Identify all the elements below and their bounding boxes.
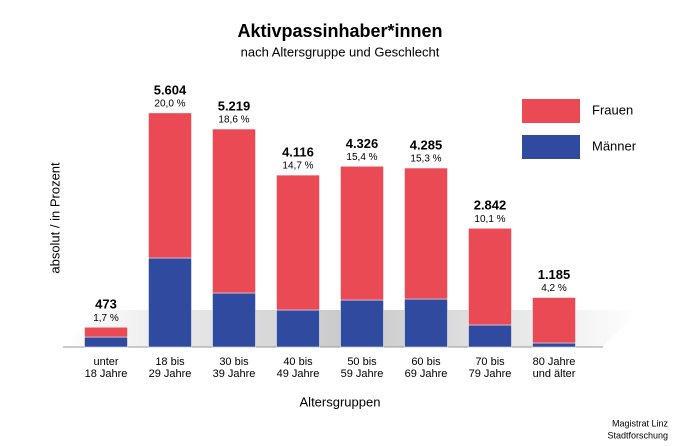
share-label: 18,6 % [218,115,249,126]
x-tick-label: 49 Jahre [277,368,320,380]
bar-segment [276,309,320,348]
x-tick-label: 30 bis [219,356,249,368]
bar-segment [468,228,512,326]
total-label: 5.604 [154,82,187,97]
bar-segment [148,257,192,348]
total-label: 4.285 [410,137,443,152]
legend-label: Männer [592,138,637,153]
legend-swatch [522,135,580,159]
x-tick-label: 60 bis [411,356,441,368]
total-label: 1.185 [538,267,571,282]
x-tick-label: 40 bis [283,356,313,368]
x-tick-label: 70 bis [475,356,505,368]
x-tick-label: 69 Jahre [405,368,448,380]
x-tick-label: 39 Jahre [213,368,256,380]
bar-segment [340,299,384,348]
bar-segment [84,326,128,338]
x-tick-label: 79 Jahre [469,368,512,380]
total-label: 4.116 [282,145,314,160]
share-label: 15,3 % [410,154,441,165]
legend-swatch [522,99,580,123]
share-label: 14,7 % [282,161,313,172]
bar-segment [212,128,256,294]
chart-title: Aktivpassinhaber*innen [237,21,442,41]
source: Magistrat Linz [612,418,669,428]
bar-segment [148,112,192,259]
share-label: 10,1 % [474,214,505,225]
x-tick-label: 29 Jahre [149,368,192,380]
share-label: 4,2 % [541,283,567,294]
total-label: 473 [95,297,117,312]
x-tick-label: 18 Jahre [85,368,128,380]
bar-segment [532,297,576,344]
y-axis-label: absolut / in Prozent [47,162,62,274]
bar-segment [340,166,384,301]
bar-segment [212,292,256,348]
share-label: 15,4 % [346,152,377,163]
chart-subtitle: nach Altersgruppe und Geschlecht [241,44,440,59]
x-tick-label: 18 bis [155,356,185,368]
bar-segment [404,298,448,348]
total-label: 2.842 [474,198,507,213]
x-tick-label: 59 Jahre [341,368,384,380]
legend-label: Frauen [592,102,633,117]
share-label: 20,0 % [154,99,185,110]
bar-segment [276,174,320,311]
x-tick-label: unter [93,356,118,368]
source: Stadtforschung [607,430,668,440]
bar-segment [84,336,128,348]
bar-segment [532,342,576,348]
x-tick-label: 80 Jahre [533,356,576,368]
bar-segment [404,167,448,300]
total-label: 4.326 [346,136,379,151]
x-axis-label: Altersgruppen [300,394,381,409]
x-tick-label: und älter [533,368,576,380]
x-tick-label: 50 bis [347,356,377,368]
share-label: 1,7 % [93,313,119,324]
bar-segment [468,324,512,348]
total-label: 5.219 [218,98,251,113]
